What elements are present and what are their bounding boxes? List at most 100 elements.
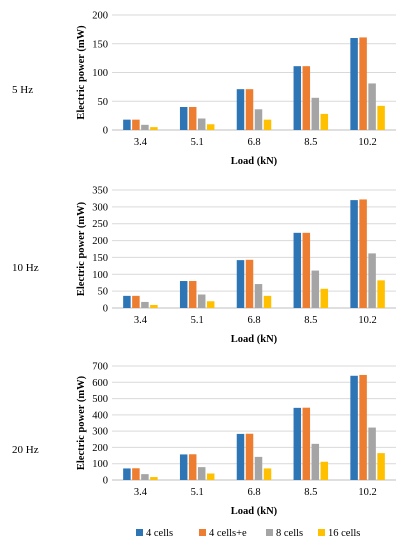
bar-4-cells-5.1 bbox=[179, 281, 188, 308]
bar-8-cells-3.4 bbox=[141, 474, 149, 480]
y-tick-label: 100 bbox=[92, 459, 108, 470]
bar-16-cells-3.4 bbox=[150, 127, 158, 130]
chart-panel-1: 5 Hz Electric power (mW) 0 50 100 150 200 3.4 5.… bbox=[12, 11, 396, 167]
legend-entry: 4 cells bbox=[136, 528, 173, 539]
y-axis-title: Electric power (mW) bbox=[76, 201, 87, 296]
y-tick-label: 0 bbox=[103, 126, 108, 137]
legend-swatch bbox=[199, 529, 206, 536]
y-tick-label: 200 bbox=[92, 11, 108, 22]
legend-label: 8 cells bbox=[276, 528, 303, 539]
bar-8-cells-5.1 bbox=[197, 467, 206, 480]
bar-4-cells-e-10.2 bbox=[359, 374, 367, 480]
y-tick-label: 300 bbox=[92, 202, 108, 213]
y-axis-title: Electric power (mW) bbox=[76, 25, 87, 120]
bar-4-cells-10.2 bbox=[350, 375, 358, 480]
bar-4-cells-e-6.8 bbox=[245, 89, 254, 130]
legend-entry: 16 cells bbox=[318, 528, 360, 539]
bar-16-cells-5.1 bbox=[206, 301, 215, 308]
bar-4-cells-6.8 bbox=[236, 260, 245, 308]
bar-8-cells-5.1 bbox=[197, 118, 206, 130]
legend-swatch bbox=[318, 529, 325, 536]
bar-4-cells-8.5 bbox=[293, 66, 302, 130]
bar-4-cells-e-5.1 bbox=[188, 454, 197, 480]
bar-4-cells-6.8 bbox=[236, 89, 245, 130]
bar-4-cells-3.4 bbox=[123, 468, 131, 480]
y-tick-label: 50 bbox=[98, 287, 109, 298]
bar-4-cells-6.8 bbox=[236, 433, 245, 480]
x-tick-label: 3.4 bbox=[134, 315, 148, 326]
y-tick-label: 50 bbox=[98, 97, 109, 108]
y-tick-label: 100 bbox=[92, 68, 108, 79]
y-tick-label: 700 bbox=[92, 362, 108, 373]
bar-4-cells-e-6.8 bbox=[245, 433, 254, 480]
legend-swatch bbox=[266, 529, 273, 536]
bar-8-cells-6.8 bbox=[254, 109, 263, 130]
x-tick-label: 5.1 bbox=[191, 487, 204, 498]
x-tick-label: 10.2 bbox=[358, 487, 376, 498]
bar-16-cells-6.8 bbox=[263, 295, 272, 308]
bar-4-cells-3.4 bbox=[123, 295, 131, 308]
bar-4-cells-10.2 bbox=[350, 200, 358, 308]
bar-4-cells-e-10.2 bbox=[359, 199, 367, 308]
x-tick-label: 8.5 bbox=[304, 137, 317, 148]
x-axis-title: Load (kN) bbox=[231, 334, 278, 345]
bar-4-cells-e-6.8 bbox=[245, 259, 254, 308]
bar-8-cells-8.5 bbox=[311, 97, 320, 130]
y-tick-label: 200 bbox=[92, 443, 108, 454]
bar-8-cells-6.8 bbox=[254, 284, 263, 308]
y-tick-label: 300 bbox=[92, 427, 108, 438]
bar-4-cells-10.2 bbox=[350, 38, 358, 130]
bar-4-cells-5.1 bbox=[179, 107, 188, 130]
x-tick-label: 3.4 bbox=[134, 487, 148, 498]
bar-8-cells-3.4 bbox=[141, 124, 149, 130]
bar-8-cells-8.5 bbox=[311, 270, 320, 308]
x-axis-title: Load (kN) bbox=[231, 156, 278, 167]
bar-4-cells-e-5.1 bbox=[188, 281, 197, 308]
legend: 4 cells 4 cells+e 8 cells 16 cells bbox=[136, 528, 360, 539]
bar-8-cells-6.8 bbox=[254, 456, 263, 480]
bar-16-cells-6.8 bbox=[263, 468, 272, 480]
bar-4-cells-e-3.4 bbox=[132, 119, 140, 130]
y-tick-label: 500 bbox=[92, 394, 108, 405]
chart-panel-3: 20 Hz Electric power (mW) 0 100 200 300 400 500… bbox=[12, 362, 396, 517]
bar-8-cells-5.1 bbox=[197, 294, 206, 308]
bar-8-cells-10.2 bbox=[368, 253, 376, 308]
bar-4-cells-e-8.5 bbox=[302, 66, 311, 130]
y-axis-title: Electric power (mW) bbox=[76, 375, 87, 470]
y-tick-label: 100 bbox=[92, 270, 108, 281]
y-tick-label: 600 bbox=[92, 378, 108, 389]
legend-label: 16 cells bbox=[328, 528, 360, 539]
chart-panel-2: 10 Hz Electric power (mW) 0 50 100 150 200 250 3… bbox=[12, 186, 396, 345]
bar-16-cells-3.4 bbox=[150, 477, 158, 480]
bar-8-cells-10.2 bbox=[368, 427, 376, 480]
row-label: 10 Hz bbox=[12, 262, 39, 274]
bar-4-cells-5.1 bbox=[179, 454, 188, 480]
row-label: 20 Hz bbox=[12, 444, 39, 456]
legend-swatch bbox=[136, 529, 143, 536]
bar-16-cells-3.4 bbox=[150, 304, 158, 308]
bar-16-cells-10.2 bbox=[377, 453, 385, 480]
legend-label: 4 cells bbox=[146, 528, 173, 539]
x-tick-label: 5.1 bbox=[191, 137, 204, 148]
bar-16-cells-8.5 bbox=[320, 288, 329, 308]
y-tick-label: 150 bbox=[92, 253, 108, 264]
legend-label: 4 cells+e bbox=[209, 528, 247, 539]
x-tick-label: 5.1 bbox=[191, 315, 204, 326]
y-tick-label: 0 bbox=[103, 476, 108, 487]
bar-4-cells-8.5 bbox=[293, 407, 302, 480]
bar-16-cells-8.5 bbox=[320, 461, 329, 480]
x-tick-label: 6.8 bbox=[247, 315, 260, 326]
bar-4-cells-e-8.5 bbox=[302, 407, 311, 480]
y-tick-label: 350 bbox=[92, 186, 108, 197]
bar-4-cells-e-10.2 bbox=[359, 37, 367, 130]
x-tick-label: 6.8 bbox=[247, 137, 260, 148]
bar-16-cells-5.1 bbox=[206, 473, 215, 480]
y-tick-label: 200 bbox=[92, 236, 108, 247]
y-tick-label: 0 bbox=[103, 304, 108, 315]
y-tick-label: 150 bbox=[92, 39, 108, 50]
x-tick-label: 10.2 bbox=[358, 137, 376, 148]
bar-16-cells-8.5 bbox=[320, 113, 329, 130]
bar-8-cells-3.4 bbox=[141, 301, 149, 308]
bar-4-cells-8.5 bbox=[293, 232, 302, 308]
